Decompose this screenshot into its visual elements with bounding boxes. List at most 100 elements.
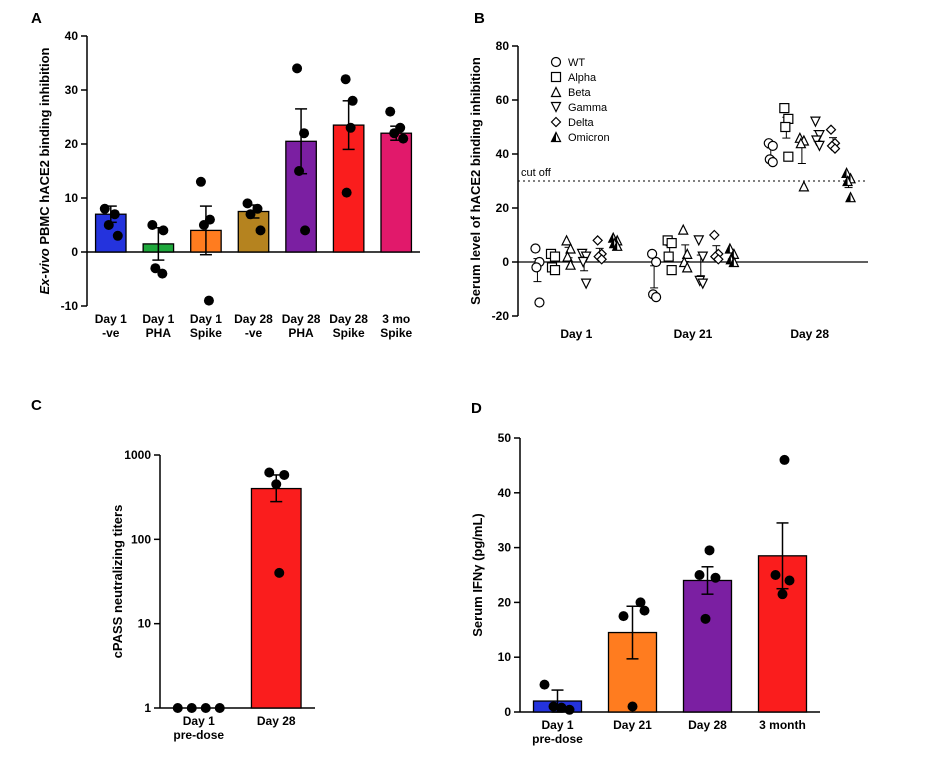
category-label: Day 1 xyxy=(190,312,222,326)
data-point xyxy=(398,133,409,144)
y-tick-label: 80 xyxy=(496,39,510,53)
category-label: Spike xyxy=(380,326,412,340)
data-point xyxy=(627,701,638,712)
marker-triangle-up-icon xyxy=(677,223,689,235)
data-point xyxy=(158,225,169,236)
data-point xyxy=(109,209,120,220)
panel-d-label: D xyxy=(471,400,482,417)
marker-circle-icon xyxy=(651,256,662,268)
y-tick-label: -10 xyxy=(61,299,79,313)
category-label: Spike xyxy=(333,326,365,340)
data-point xyxy=(704,545,715,556)
category-label: Day 21 xyxy=(613,718,652,732)
marker-circle-icon xyxy=(647,248,658,259)
panel-c-label: C xyxy=(31,397,42,414)
marker-diamond-icon xyxy=(550,116,562,128)
marker-diamond-icon xyxy=(825,124,837,136)
marker-diamond-icon xyxy=(712,253,724,265)
data-point xyxy=(186,703,197,713)
y-axis-label: Serum level of hACE2 binding inhibition xyxy=(468,57,483,305)
y-tick-label: -20 xyxy=(492,309,510,323)
data-point xyxy=(694,570,705,580)
marker-circle-icon xyxy=(767,157,778,168)
y-tick-label: 20 xyxy=(65,137,79,151)
panel-d: D 0 10 20 30 40 50 Day 1 pre-dose Day 21 Day 28 3 … xyxy=(465,398,865,770)
marker-half-triangle-icon xyxy=(551,132,556,142)
marker-square-icon xyxy=(550,71,562,83)
marker-triangle-up-icon xyxy=(562,250,574,262)
marker-half-triangle-icon xyxy=(725,244,730,253)
data-point xyxy=(99,203,110,214)
data-point xyxy=(274,567,285,578)
marker-square-icon xyxy=(783,151,794,162)
category-label: 3 month xyxy=(759,718,806,732)
y-tick-label: 20 xyxy=(496,201,510,215)
data-point xyxy=(639,605,650,616)
marker-half-triangle-icon xyxy=(843,176,848,186)
marker-triangle-down-icon xyxy=(580,251,592,263)
panel-b: B -20 0 20 40 60 80 cut off WT Alpha Beta Gamma Del… xyxy=(468,8,898,368)
data-point xyxy=(157,268,168,279)
marker-square-icon xyxy=(666,238,677,249)
category-label: Day 28 xyxy=(688,718,727,732)
y-tick-label: 100 xyxy=(131,532,151,546)
category-label: pre-dose xyxy=(173,728,224,742)
cutoff-label: cut off xyxy=(521,167,552,179)
y-tick-label: 40 xyxy=(496,147,510,161)
panel-a-label: A xyxy=(31,10,42,27)
legend-label: WT xyxy=(568,57,585,69)
marker-square-icon xyxy=(780,121,791,133)
marker-circle-icon xyxy=(767,140,778,151)
marker-circle-icon xyxy=(530,243,541,254)
group-label: Day 21 xyxy=(674,327,713,341)
data-point xyxy=(214,703,225,713)
data-point xyxy=(779,454,790,465)
marker-half-triangle-icon xyxy=(608,233,614,243)
marker-triangle-down-icon xyxy=(580,278,592,290)
marker-diamond-icon xyxy=(596,253,608,265)
data-point xyxy=(112,230,123,241)
bar xyxy=(250,487,302,709)
marker-triangle-down-icon xyxy=(697,251,709,263)
data-point xyxy=(271,479,282,490)
data-point xyxy=(150,263,161,274)
y-tick-label: 10 xyxy=(65,191,79,205)
marker-half-triangle-icon xyxy=(729,257,734,267)
panel-b-label: B xyxy=(474,10,485,27)
panel-b-chart: -20 0 20 40 60 80 cut off WT Alpha Beta Gamma Delta… xyxy=(468,39,868,341)
marker-square-icon xyxy=(666,265,677,276)
y-tick-label: 20 xyxy=(498,595,512,609)
data-point xyxy=(252,203,263,214)
data-point xyxy=(777,589,788,600)
y-tick-label: 0 xyxy=(502,255,509,269)
marker-triangle-down-icon xyxy=(550,101,562,113)
marker-diamond-icon xyxy=(829,143,841,154)
data-point xyxy=(385,106,396,117)
marker-circle-icon xyxy=(550,56,562,68)
panel-a: A -10 0 10 20 30 40 Day 1 -ve Day 1 PHA Day 1 Spike… xyxy=(25,8,435,368)
y-tick-label: 0 xyxy=(504,705,511,719)
data-point xyxy=(147,220,158,230)
data-point xyxy=(539,679,550,690)
marker-triangle-down-icon xyxy=(693,235,705,247)
legend-label: Gamma xyxy=(568,102,608,114)
marker-diamond-icon xyxy=(708,229,720,241)
data-point xyxy=(784,575,795,586)
y-tick-label: 30 xyxy=(65,83,79,97)
marker-triangle-up-icon xyxy=(565,258,577,270)
marker-half-triangle-icon xyxy=(612,241,618,251)
marker-half-triangle-icon xyxy=(726,254,731,264)
category-label: Day 28 xyxy=(329,312,368,326)
marker-triangle-down-icon xyxy=(813,140,825,152)
data-point xyxy=(347,95,358,106)
marker-circle-icon xyxy=(651,292,662,303)
data-point xyxy=(294,166,305,176)
legend-label: Alpha xyxy=(568,72,597,84)
data-point xyxy=(198,220,209,230)
data-point xyxy=(345,122,356,133)
panel-c: C 1 10 100 1000 Day 1 pre-dose Day 28 cPASS neu… xyxy=(25,395,385,770)
data-point xyxy=(172,703,183,713)
